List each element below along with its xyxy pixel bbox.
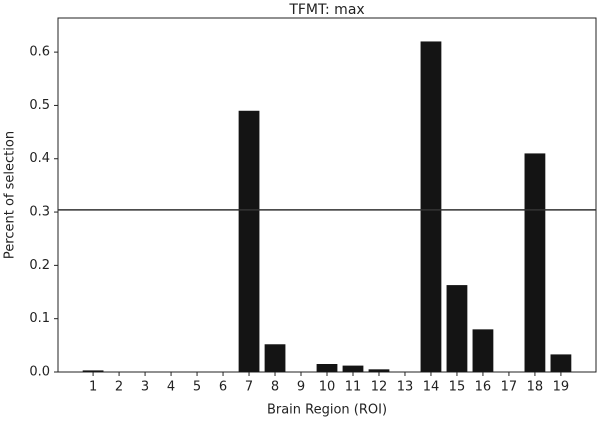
x-tick-label: 17 <box>501 380 518 395</box>
x-tick-label: 8 <box>271 380 279 395</box>
plot-frame <box>57 17 597 373</box>
y-tick-label: 0.4 <box>29 151 50 166</box>
bar <box>238 110 260 372</box>
x-tick-label: 12 <box>371 380 388 395</box>
bar <box>420 41 442 373</box>
x-tick-label: 5 <box>193 380 201 395</box>
bar <box>368 369 390 372</box>
x-tick-label: 4 <box>167 380 175 395</box>
x-tick-label: 10 <box>319 380 336 395</box>
bar <box>524 153 546 372</box>
bar <box>550 354 572 372</box>
x-tick-label: 18 <box>527 380 544 395</box>
x-tick-label: 2 <box>115 380 123 395</box>
x-tick-label: 19 <box>553 380 570 395</box>
bar <box>446 285 468 372</box>
y-tick-label: 0.1 <box>29 311 50 326</box>
x-tick-label: 13 <box>397 380 414 395</box>
bar <box>316 364 338 372</box>
y-tick-label: 0.6 <box>29 45 50 60</box>
y-tick-label: 0.0 <box>29 365 50 380</box>
y-tick-label: 0.2 <box>29 258 50 273</box>
x-tick-label: 15 <box>449 380 466 395</box>
x-tick-label: 16 <box>475 380 492 395</box>
bar <box>82 370 104 372</box>
y-tick-label: 0.3 <box>29 205 50 220</box>
x-tick-label: 3 <box>141 380 149 395</box>
y-axis-label: Percent of selection <box>3 131 18 259</box>
x-tick-label: 11 <box>345 380 362 395</box>
bar <box>342 365 364 372</box>
bar <box>472 329 494 372</box>
x-axis-label: Brain Region (ROI) <box>267 403 387 418</box>
x-tick-label: 6 <box>219 380 227 395</box>
x-tick-label: 14 <box>423 380 440 395</box>
bar <box>264 344 286 372</box>
y-tick-label: 0.5 <box>29 98 50 113</box>
x-tick-label: 9 <box>297 380 305 395</box>
chart-title: TFMT: max <box>288 2 364 18</box>
x-tick-label: 1 <box>89 380 97 395</box>
x-tick-label: 7 <box>245 380 253 395</box>
